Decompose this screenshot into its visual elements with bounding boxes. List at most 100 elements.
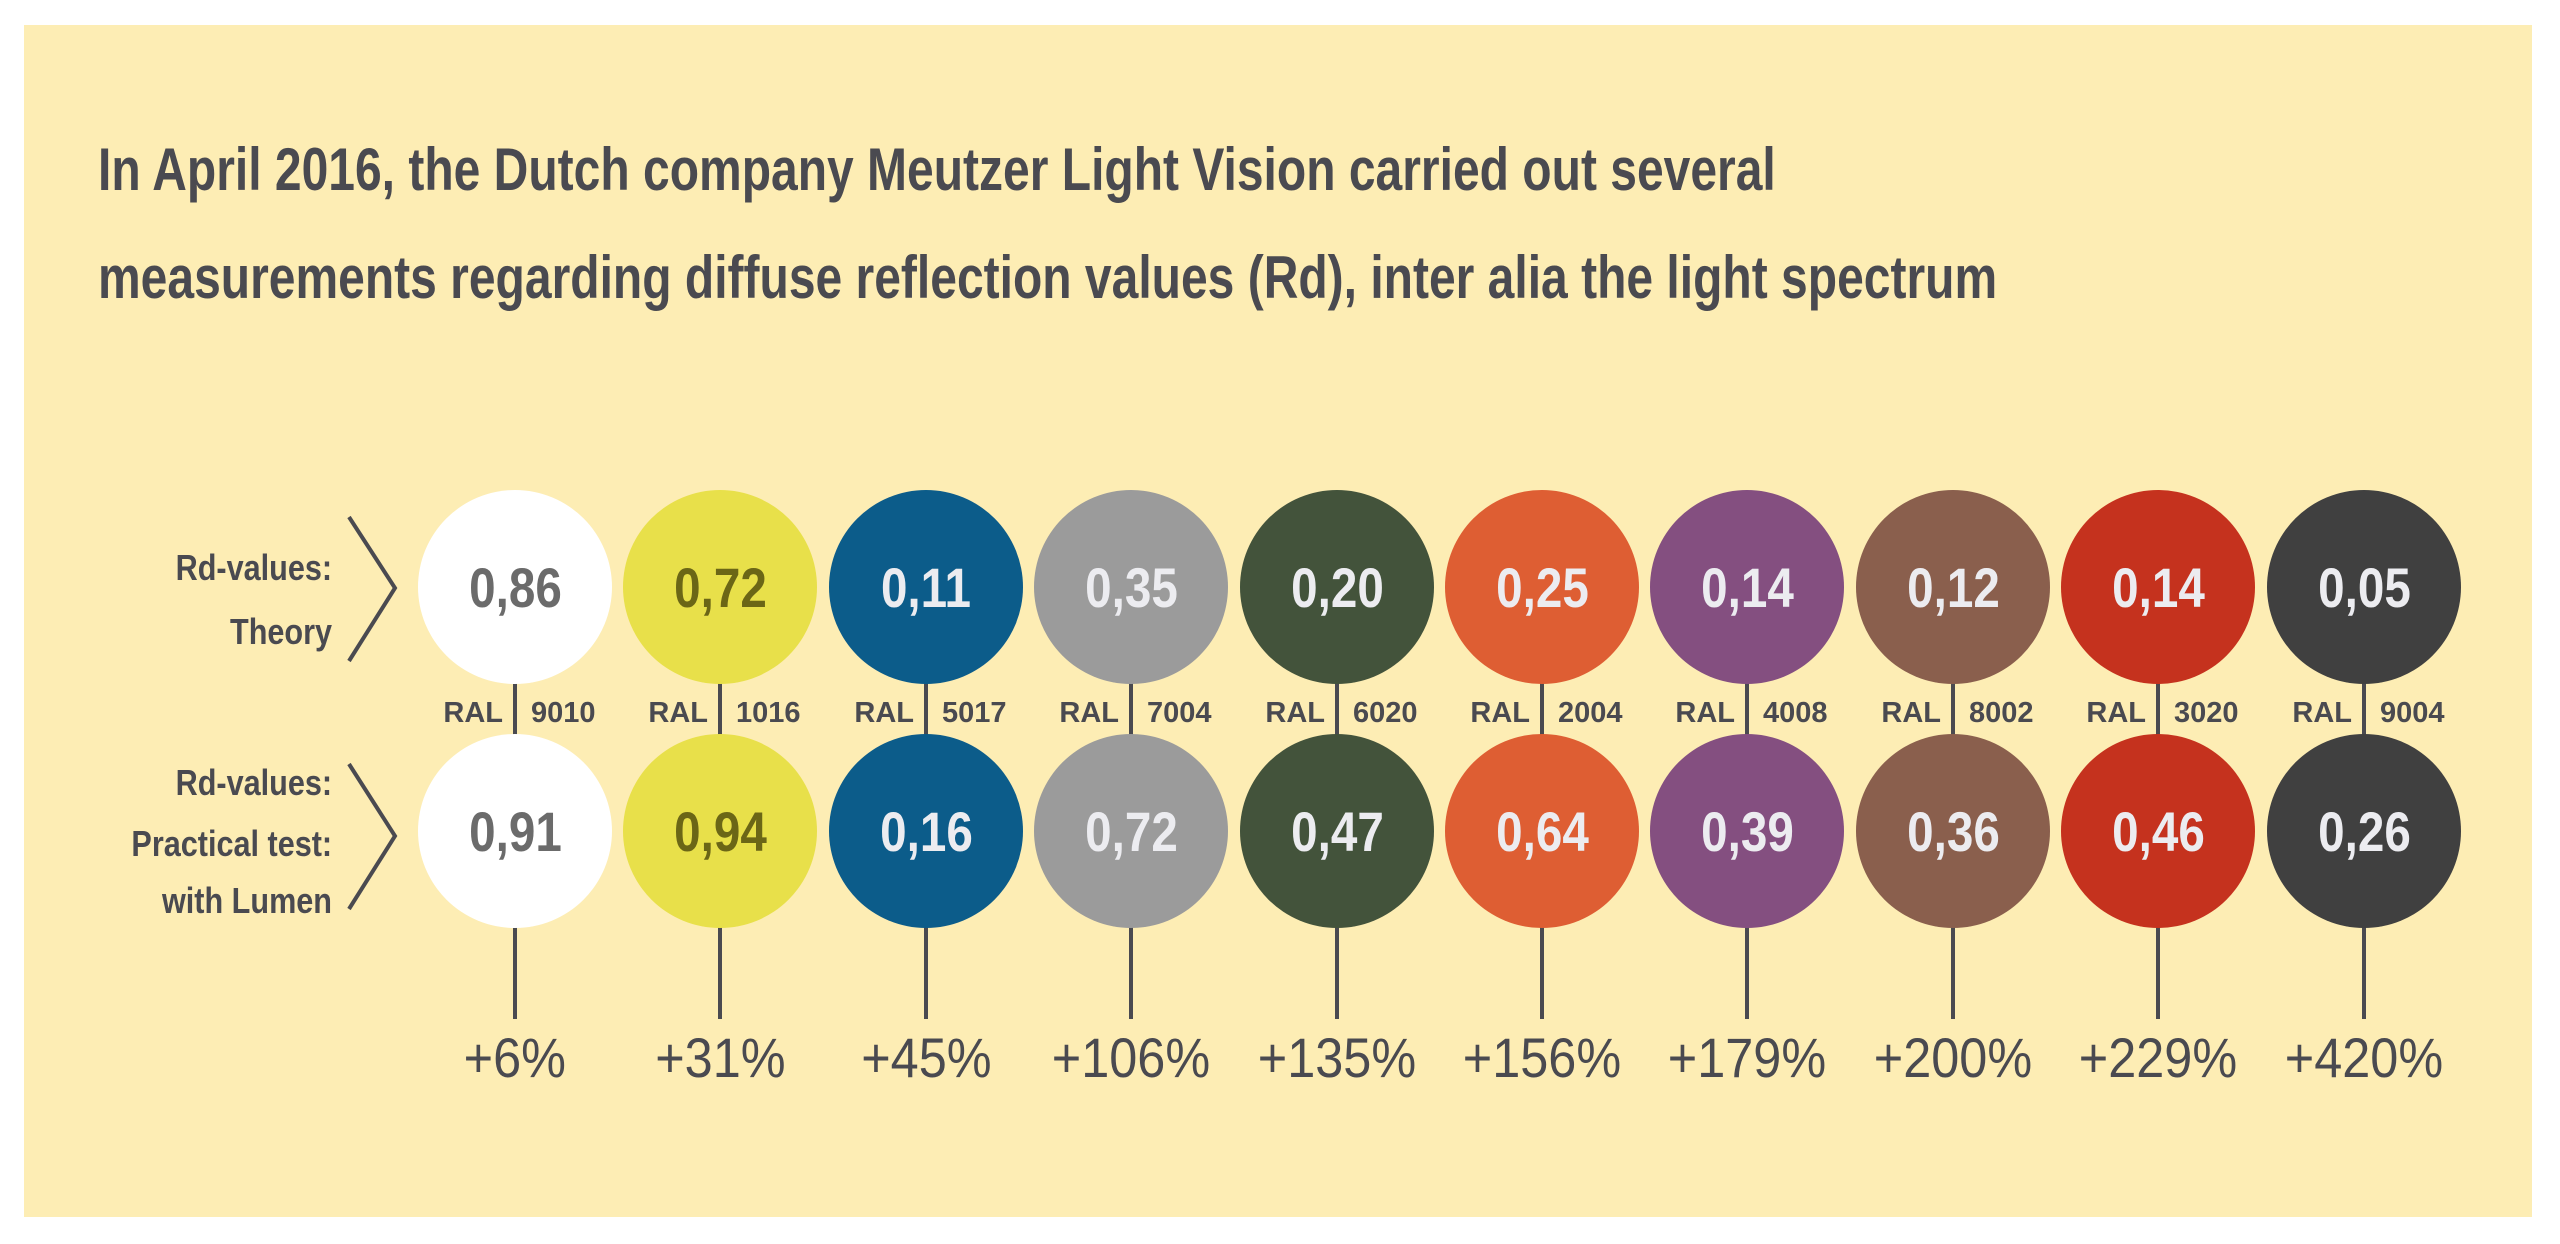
practical-circle: 0,46 [2061, 734, 2255, 928]
increase-value: +45% [806, 1030, 1046, 1086]
ral-code: 9004 [2380, 697, 2445, 729]
increase-value-text: +106% [1051, 1026, 1211, 1089]
increase-value-text: +156% [1462, 1026, 1622, 1089]
ral-prefix: RAL [2292, 697, 2352, 729]
theory-circle: 0,86 [418, 490, 612, 684]
theory-label-2: Theory [229, 611, 332, 652]
ral-code: 7004 [1147, 697, 1212, 729]
practical-circle: 0,47 [1240, 734, 1434, 928]
increase-value-text: +45% [860, 1026, 992, 1089]
practical-circle: 0,64 [1445, 734, 1639, 928]
ral-prefix: RAL [443, 697, 503, 729]
connector-line [2362, 680, 2366, 740]
theory-circle: 0,20 [1240, 490, 1434, 684]
connector-line [1129, 680, 1133, 740]
increase-value-text: +6% [463, 1026, 567, 1089]
practical-circle-text: 0,46 [2111, 799, 2205, 863]
theory-circle: 0,12 [1856, 490, 2050, 684]
increase-value: +31% [600, 1030, 840, 1086]
increase-value: +200% [1833, 1030, 2073, 1086]
increase-line [2362, 925, 2366, 1019]
theory-circle: 0,35 [1034, 490, 1228, 684]
practical-circle-text: 0,91 [468, 799, 562, 863]
practical-circle-text: 0,72 [1084, 799, 1178, 863]
ral-prefix: RAL [2086, 697, 2146, 729]
theory-circle-text: 0,14 [2111, 555, 2205, 619]
theory-circle: 0,11 [829, 490, 1023, 684]
increase-value: +179% [1627, 1030, 1867, 1086]
connector-line [1335, 680, 1339, 740]
theory-circle-text: 0,35 [1084, 555, 1178, 619]
increase-value: +420% [2244, 1030, 2484, 1086]
ral-code: 4008 [1763, 697, 1828, 729]
ral-prefix: RAL [648, 697, 708, 729]
connector-line [2156, 680, 2160, 740]
increase-line [1745, 925, 1749, 1019]
ral-prefix: RAL [1265, 697, 1325, 729]
increase-line [2156, 925, 2160, 1019]
increase-value: +156% [1422, 1030, 1662, 1086]
practical-circle-text: 0,39 [1700, 799, 1794, 863]
theory-circle: 0,05 [2267, 490, 2461, 684]
practical-circle: 0,39 [1650, 734, 1844, 928]
practical-circle-text: 0,26 [2317, 799, 2411, 863]
ral-code: 6020 [1353, 697, 1418, 729]
ral-prefix: RAL [1470, 697, 1530, 729]
ral-code: 3020 [2174, 697, 2239, 729]
connector-line [513, 680, 517, 740]
practical-circle-text: 0,64 [1495, 799, 1589, 863]
practical-circle: 0,36 [1856, 734, 2050, 928]
practical-circle: 0,91 [418, 734, 612, 928]
practical-label-2: Practical test: [131, 823, 332, 864]
theory-circle: 0,72 [623, 490, 817, 684]
theory-circle: 0,25 [1445, 490, 1639, 684]
increase-line [1129, 925, 1133, 1019]
increase-line [1540, 925, 1544, 1019]
increase-value-text: +135% [1257, 1026, 1417, 1089]
connector-line [1540, 680, 1544, 740]
ral-prefix: RAL [1675, 697, 1735, 729]
ral-prefix: RAL [854, 697, 914, 729]
theory-circle: 0,14 [1650, 490, 1844, 684]
theory-circle-text: 0,12 [1906, 555, 2000, 619]
ral-code: 2004 [1558, 697, 1623, 729]
connector-line [1745, 680, 1749, 740]
theory-label-1: Rd-values: [175, 547, 332, 588]
theory-circle-text: 0,72 [673, 555, 767, 619]
increase-line [513, 925, 517, 1019]
ral-code: 5017 [942, 697, 1007, 729]
theory-circle: 0,14 [2061, 490, 2255, 684]
increase-line [718, 925, 722, 1019]
ral-code: 9010 [531, 697, 596, 729]
title-line-2: measurements regarding diffuse reflectio… [98, 244, 1998, 311]
ral-prefix: RAL [1881, 697, 1941, 729]
theory-circle-text: 0,14 [1700, 555, 1794, 619]
increase-value-text: +229% [2078, 1026, 2238, 1089]
practical-circle: 0,16 [829, 734, 1023, 928]
increase-line [1951, 925, 1955, 1019]
ral-code: 1016 [736, 697, 801, 729]
practical-label-1: Rd-values: [175, 762, 332, 803]
practical-circle-text: 0,16 [879, 799, 973, 863]
practical-label-3: with Lumen [162, 880, 332, 921]
title-line-1: In April 2016, the Dutch company Meutzer… [98, 136, 1776, 203]
increase-line [1335, 925, 1339, 1019]
increase-value: +135% [1217, 1030, 1457, 1086]
theory-circle-text: 0,86 [468, 555, 562, 619]
increase-value-text: +200% [1873, 1026, 2033, 1089]
increase-line [924, 925, 928, 1019]
increase-value-text: +420% [2284, 1026, 2444, 1089]
theory-circle-text: 0,25 [1495, 555, 1589, 619]
connector-line [718, 680, 722, 740]
ral-code: 8002 [1969, 697, 2034, 729]
increase-value-text: +31% [654, 1026, 786, 1089]
practical-circle: 0,26 [2267, 734, 2461, 928]
increase-value: +106% [1011, 1030, 1251, 1086]
practical-circle-text: 0,36 [1906, 799, 2000, 863]
ral-prefix: RAL [1059, 697, 1119, 729]
theory-circle-text: 0,05 [2317, 555, 2411, 619]
practical-circle: 0,94 [623, 734, 817, 928]
theory-circle-text: 0,11 [880, 555, 972, 619]
connector-line [924, 680, 928, 740]
practical-circle: 0,72 [1034, 734, 1228, 928]
